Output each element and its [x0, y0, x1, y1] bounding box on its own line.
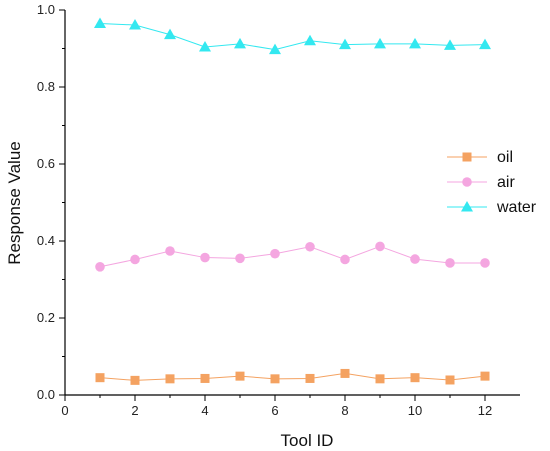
- y-tick-label: 0.2: [37, 310, 55, 325]
- data-point-water: [269, 43, 281, 55]
- data-point-oil: [445, 375, 455, 385]
- legend-label-air: air: [497, 174, 515, 191]
- legend-label-oil: oil: [497, 149, 513, 166]
- y-axis-title: Response Value: [5, 141, 24, 265]
- data-point-air: [235, 253, 245, 264]
- legend-item-water: water: [447, 199, 537, 216]
- y-tick-label: 0.6: [37, 156, 55, 171]
- data-point-water: [199, 40, 211, 52]
- data-point-water: [304, 34, 316, 46]
- data-point-air: [130, 254, 140, 265]
- data-point-air: [340, 254, 350, 265]
- series-line-water: [99, 22, 486, 51]
- x-tick-label: 2: [131, 403, 138, 418]
- legend-marker-oil: [462, 152, 472, 162]
- data-point-oil: [340, 368, 350, 378]
- y-tick-label: 0.0: [37, 387, 55, 402]
- legend-item-oil: oil: [447, 149, 513, 166]
- series-line-air: [99, 245, 485, 268]
- data-point-water: [409, 37, 421, 49]
- data-point-water: [374, 37, 386, 49]
- data-point-water: [339, 38, 351, 50]
- data-point-oil: [270, 374, 280, 384]
- data-point-water: [444, 39, 456, 50]
- data-point-oil: [235, 371, 245, 381]
- data-point-oil: [200, 373, 210, 383]
- data-point-water: [479, 38, 491, 50]
- x-tick-label: 4: [201, 403, 208, 418]
- legend-marker-air: [462, 177, 472, 187]
- series-layer: [94, 17, 491, 385]
- data-point-oil: [410, 373, 420, 383]
- data-point-air: [95, 261, 105, 272]
- data-point-oil: [95, 373, 105, 383]
- legend-item-air: air: [447, 174, 515, 191]
- data-point-oil: [165, 374, 175, 384]
- legend-marker-water: [461, 201, 473, 212]
- series-air: [95, 241, 490, 272]
- data-point-water: [164, 28, 176, 40]
- data-point-air: [305, 241, 315, 252]
- data-point-air: [480, 258, 490, 268]
- x-tick-label: 12: [478, 403, 492, 418]
- data-point-oil: [130, 375, 140, 385]
- data-point-oil: [480, 371, 490, 381]
- data-point-water: [94, 17, 106, 28]
- data-point-water: [234, 37, 246, 49]
- x-tick-label: 6: [271, 403, 278, 418]
- series-water: [94, 17, 491, 55]
- x-axis-title: Tool ID: [281, 431, 334, 450]
- x-tick-label: 10: [408, 403, 422, 418]
- series-oil: [95, 368, 490, 385]
- data-point-oil: [305, 373, 315, 383]
- legend-label-water: water: [496, 199, 537, 216]
- legend: oil air water: [447, 149, 537, 216]
- data-point-air: [270, 248, 280, 259]
- x-tick-label: 8: [341, 403, 348, 418]
- data-point-air: [410, 254, 420, 264]
- x-tick-label: 0: [61, 403, 68, 418]
- data-point-air: [445, 258, 455, 268]
- data-point-water: [129, 19, 141, 30]
- axes: 0 2 4 6 8 10 12 0.0 0.2 0.4 0.6 0.8 1.0: [37, 2, 520, 418]
- data-point-air: [375, 241, 385, 252]
- series-line-oil: [99, 372, 486, 381]
- y-tick-label: 0.4: [37, 233, 55, 248]
- data-point-air: [165, 246, 175, 256]
- y-tick-label: 0.8: [37, 79, 55, 94]
- data-point-oil: [375, 374, 385, 384]
- data-point-air: [200, 252, 210, 263]
- y-tick-label: 1.0: [37, 2, 55, 17]
